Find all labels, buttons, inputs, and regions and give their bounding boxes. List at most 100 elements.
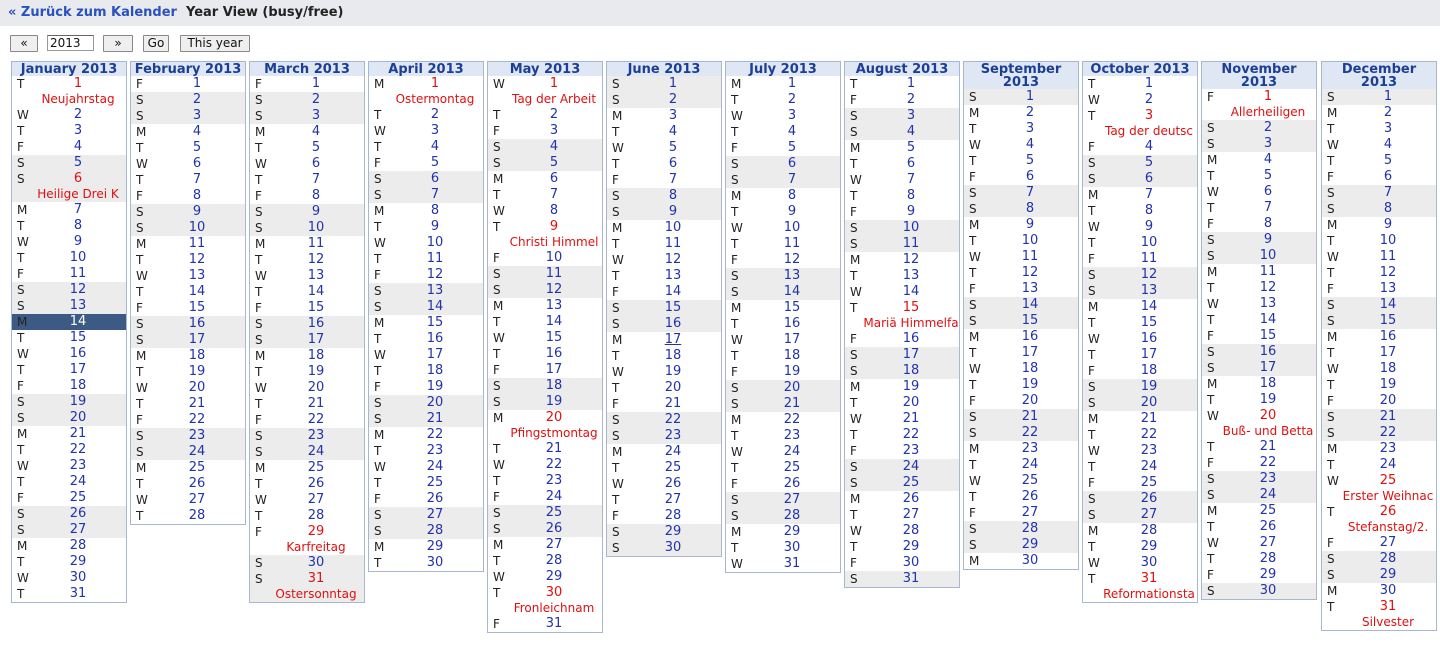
day-row[interactable]: F 25 <box>1083 475 1197 491</box>
day-number[interactable]: 10 <box>783 220 801 235</box>
day-number[interactable]: 30 <box>902 555 920 570</box>
day-number[interactable]: 24 <box>545 489 563 504</box>
day-number[interactable]: 26 <box>1379 504 1397 519</box>
day-number[interactable]: 5 <box>1263 168 1273 183</box>
day-number[interactable]: 25 <box>69 490 87 505</box>
day-number[interactable]: 14 <box>545 314 563 329</box>
day-number[interactable]: 26 <box>426 491 444 506</box>
day-number[interactable]: 22 <box>426 427 444 442</box>
day-row[interactable]: M 15 <box>726 300 840 316</box>
day-number[interactable]: 20 <box>1021 393 1039 408</box>
day-row[interactable]: W 13 <box>1202 296 1316 312</box>
day-number[interactable]: 7 <box>1025 185 1035 200</box>
day-number[interactable]: 20 <box>69 410 87 425</box>
day-number[interactable]: 3 <box>192 108 202 123</box>
day-number[interactable]: 24 <box>1379 457 1397 472</box>
day-row[interactable]: T 14 <box>488 314 602 330</box>
day-number[interactable]: 18 <box>1259 376 1277 391</box>
day-row[interactable]: W 25 Erster Weihnac <box>1322 473 1436 504</box>
day-number[interactable]: 8 <box>787 188 797 203</box>
day-row[interactable]: M 13 <box>488 298 602 314</box>
day-number[interactable]: 18 <box>1379 361 1397 376</box>
day-number[interactable]: 2 <box>311 92 321 107</box>
day-row[interactable]: M 29 <box>726 524 840 540</box>
day-number[interactable]: 16 <box>69 346 87 361</box>
month-title[interactable]: July 2013 <box>726 62 840 76</box>
day-number[interactable]: 30 <box>307 555 325 570</box>
day-row[interactable]: T 26 <box>1202 519 1316 535</box>
day-number[interactable]: 30 <box>545 585 563 600</box>
day-number[interactable]: 15 <box>69 330 87 345</box>
day-number[interactable]: 15 <box>1379 313 1397 328</box>
day-number[interactable]: 2 <box>787 92 797 107</box>
day-number[interactable]: 27 <box>902 507 920 522</box>
day-row[interactable]: T 12 <box>964 265 1078 281</box>
day-row[interactable]: S 24 <box>1202 487 1316 503</box>
this-year-button[interactable]: This year <box>180 35 250 52</box>
day-row[interactable]: T 15 <box>1083 315 1197 331</box>
day-number[interactable]: 16 <box>1259 344 1277 359</box>
day-number[interactable]: 29 <box>1140 539 1158 554</box>
day-number[interactable]: 23 <box>545 473 563 488</box>
day-row[interactable]: W 23 <box>1083 443 1197 459</box>
day-number[interactable]: 4 <box>192 124 202 139</box>
day-row[interactable]: F 21 <box>607 396 721 412</box>
day-row[interactable]: S 16 <box>131 316 245 332</box>
day-number[interactable]: 29 <box>1021 537 1039 552</box>
day-row[interactable]: F 17 <box>488 362 602 378</box>
day-number[interactable]: 29 <box>664 524 682 539</box>
day-number[interactable]: 10 <box>188 220 206 235</box>
day-row[interactable]: S 26 <box>488 521 602 537</box>
day-row[interactable]: S 20 <box>1083 395 1197 411</box>
day-number[interactable]: 8 <box>192 188 202 203</box>
day-number[interactable]: 4 <box>1383 137 1393 152</box>
day-row[interactable]: F 13 <box>1322 281 1436 297</box>
day-row[interactable]: T 30 <box>369 555 483 571</box>
day-row[interactable]: M 22 <box>369 427 483 443</box>
day-number[interactable]: 11 <box>1140 251 1158 266</box>
day-row[interactable]: S 26 <box>1083 491 1197 507</box>
day-number[interactable]: 28 <box>902 523 920 538</box>
day-row[interactable]: T 28 <box>1202 551 1316 567</box>
day-number[interactable]: 31 <box>545 616 563 631</box>
day-row[interactable]: T 18 <box>369 363 483 379</box>
day-number[interactable]: 21 <box>69 426 87 441</box>
day-number[interactable]: 21 <box>307 396 325 411</box>
day-row[interactable]: M 16 <box>964 329 1078 345</box>
day-number[interactable]: 30 <box>783 540 801 555</box>
day-number[interactable]: 5 <box>311 140 321 155</box>
day-row[interactable]: T 22 <box>12 442 126 458</box>
day-number[interactable]: 15 <box>902 300 920 315</box>
day-number[interactable]: 18 <box>664 348 682 363</box>
day-row[interactable]: W 13 <box>131 268 245 284</box>
day-number[interactable]: 1 <box>192 76 202 91</box>
day-row[interactable]: T 16 <box>726 316 840 332</box>
day-number[interactable]: 5 <box>73 155 83 170</box>
day-number[interactable]: 4 <box>549 139 559 154</box>
day-number[interactable]: 31 <box>902 571 920 586</box>
day-number[interactable]: 29 <box>783 524 801 539</box>
day-row[interactable]: T 12 <box>1202 280 1316 296</box>
day-number[interactable]: 19 <box>188 364 206 379</box>
day-number[interactable]: 26 <box>1259 519 1277 534</box>
day-number[interactable]: 11 <box>1021 249 1039 264</box>
day-row[interactable]: S 29 <box>1322 567 1436 583</box>
day-number[interactable]: 3 <box>311 108 321 123</box>
